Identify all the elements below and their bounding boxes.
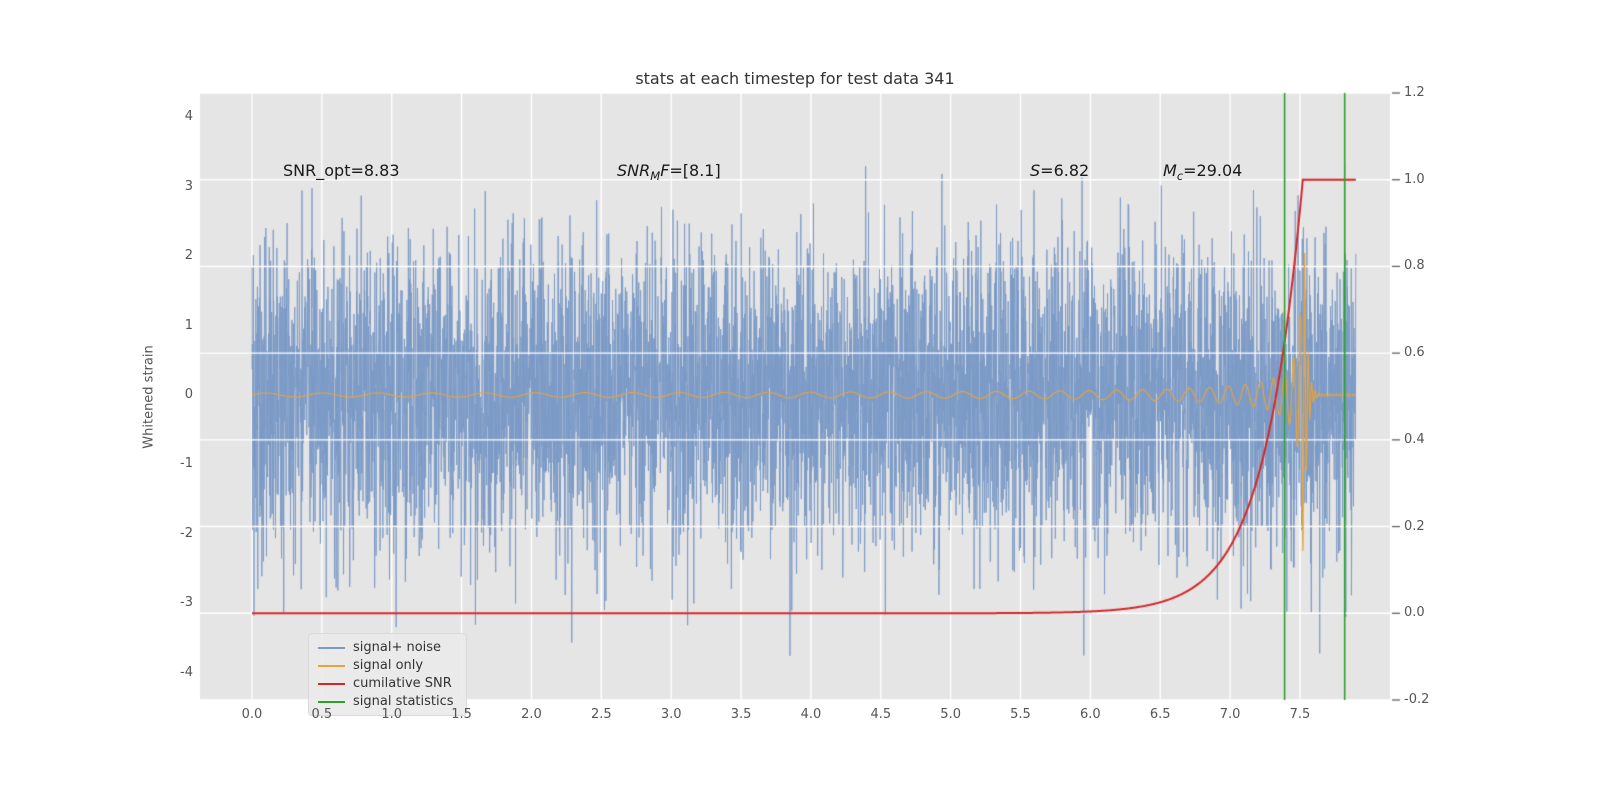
chart-title: stats at each timestep for test data 341 [635, 69, 955, 88]
legend-label: signal only [353, 658, 424, 673]
legend-row: signal only [318, 658, 454, 673]
x-tick-label: 2.5 [590, 707, 612, 722]
x-tick-label: 1.5 [451, 707, 472, 722]
y-right-tick-label: 0.8 [1404, 258, 1425, 274]
x-tick-label: 4.5 [870, 707, 892, 722]
legend-row: signal statistics [318, 694, 454, 709]
legend: signal+ noise signal only cumilative SNR… [308, 633, 467, 716]
legend-line-icon [318, 646, 345, 649]
y-right-tick-label: 0.4 [1404, 431, 1425, 447]
legend-line-icon [318, 664, 345, 667]
y-right-tick-label: -0.2 [1404, 692, 1430, 707]
legend-row: signal+ noise [318, 640, 454, 655]
legend-line-icon [318, 700, 345, 703]
y-left-tick-label: 4 [184, 109, 193, 125]
x-tick-label: 6.0 [1080, 707, 1101, 722]
y-left-tick-label: 1 [184, 317, 193, 333]
x-tick-label: 7.0 [1219, 707, 1241, 722]
x-tick-label: 3.0 [660, 707, 682, 722]
x-tick-label: 2.0 [521, 707, 542, 722]
x-tick-label: 5.5 [1010, 707, 1031, 722]
annotation-s: S=6.82 [1030, 161, 1090, 180]
x-tick-label: 4.0 [800, 707, 822, 722]
y-right-tick-label: 1.0 [1404, 171, 1425, 187]
annotation-snr-mf: SNRMF=[8.1] [617, 161, 721, 184]
x-tick-label: 3.5 [730, 707, 752, 722]
y-right-tick-label: 0.6 [1404, 345, 1425, 361]
y-left-tick-label: 0 [184, 387, 193, 402]
y-left-tick-label: -2 [180, 525, 193, 541]
y-right-tick-label: 0.0 [1404, 605, 1425, 621]
x-tick-label: 5.0 [940, 707, 961, 722]
x-tick-label: 7.5 [1289, 707, 1311, 722]
x-tick-label: 6.5 [1149, 707, 1171, 722]
y-left-tick-label: 3 [184, 178, 193, 194]
y-right-tick-label: 0.2 [1404, 518, 1425, 534]
annotation-snr-opt: SNR_opt=8.83 [283, 161, 400, 180]
x-tick-label: 0.0 [241, 707, 263, 722]
annotation-mc: Mc=29.04 [1163, 161, 1243, 184]
y-left-tick-label: -1 [180, 456, 193, 472]
legend-label: signal+ noise [353, 640, 442, 655]
legend-label: signal statistics [353, 694, 454, 709]
x-tick-label: 1.0 [381, 707, 403, 722]
x-tick-label: 0.5 [311, 707, 333, 722]
y-left-tick-label: 2 [184, 248, 193, 264]
legend-row: cumilative SNR [318, 676, 454, 691]
legend-label: cumilative SNR [353, 676, 452, 691]
y-right-tick-label: 1.2 [1404, 85, 1425, 100]
y-left-tick-label: -3 [180, 595, 193, 611]
legend-line-icon [318, 682, 345, 685]
y-left-tick-label: -4 [180, 664, 193, 680]
